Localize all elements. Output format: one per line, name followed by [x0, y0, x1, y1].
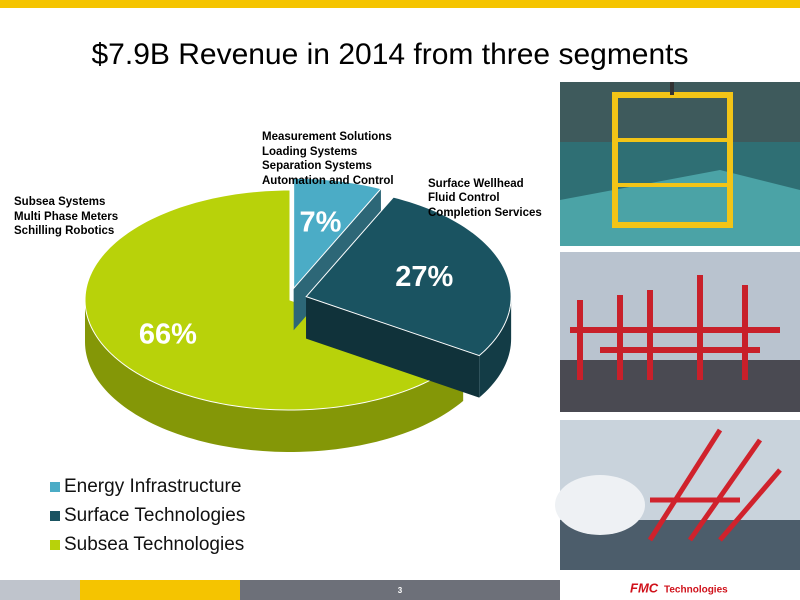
- pie-chart: 66% 7% 27%: [84, 177, 512, 452]
- annotation-line: Fluid Control: [428, 192, 500, 204]
- annotation-line: Measurement Solutions: [262, 131, 392, 143]
- legend-swatch: [50, 540, 60, 550]
- slice-edge: [306, 296, 480, 398]
- annotation: Surface Wellhead Fluid Control Completio…: [428, 178, 542, 219]
- data-label: 66%: [139, 319, 197, 351]
- annotation-line: Schilling Robotics: [14, 225, 114, 237]
- annotation-line: Multi Phase Meters: [14, 211, 118, 223]
- data-label: 7%: [300, 207, 342, 239]
- slice-side: [479, 296, 512, 398]
- annotation-line: Separation Systems: [262, 160, 372, 172]
- legend-swatch: [50, 482, 60, 492]
- data-label: 27%: [395, 261, 453, 293]
- slice-side: [85, 300, 464, 452]
- legend-label: Surface Technologies: [64, 505, 245, 526]
- annotation-line: Automation and Control: [262, 175, 394, 187]
- pie-slice: 27%: [305, 196, 512, 398]
- logo-text: Technologies: [664, 585, 728, 596]
- top-bar: [0, 0, 800, 8]
- footer: 3 FMC Technologies: [0, 580, 728, 600]
- photo: [555, 420, 800, 570]
- legend-label: Subsea Technologies: [64, 534, 244, 555]
- annotation: Subsea Systems Multi Phase Meters Schill…: [14, 196, 118, 237]
- slide-title: $7.9B Revenue in 2014 from three segment…: [91, 38, 688, 71]
- legend-label: Energy Infrastructure: [64, 476, 241, 497]
- annotation-line: Loading Systems: [262, 146, 357, 158]
- slice: [293, 177, 382, 290]
- legend: Energy Infrastructure Surface Technologie…: [50, 476, 245, 555]
- legend-swatch: [50, 511, 60, 521]
- annotation-line: Subsea Systems: [14, 196, 105, 208]
- slice: [305, 196, 512, 357]
- page-number: 3: [398, 586, 403, 595]
- annotation-line: Surface Wellhead: [428, 178, 524, 190]
- annotation-line: Completion Services: [428, 207, 542, 219]
- photo: [560, 252, 800, 412]
- annotation: Measurement Solutions Loading Systems Se…: [262, 131, 394, 187]
- logo-mark: FMC: [630, 580, 659, 595]
- photo: [560, 82, 800, 246]
